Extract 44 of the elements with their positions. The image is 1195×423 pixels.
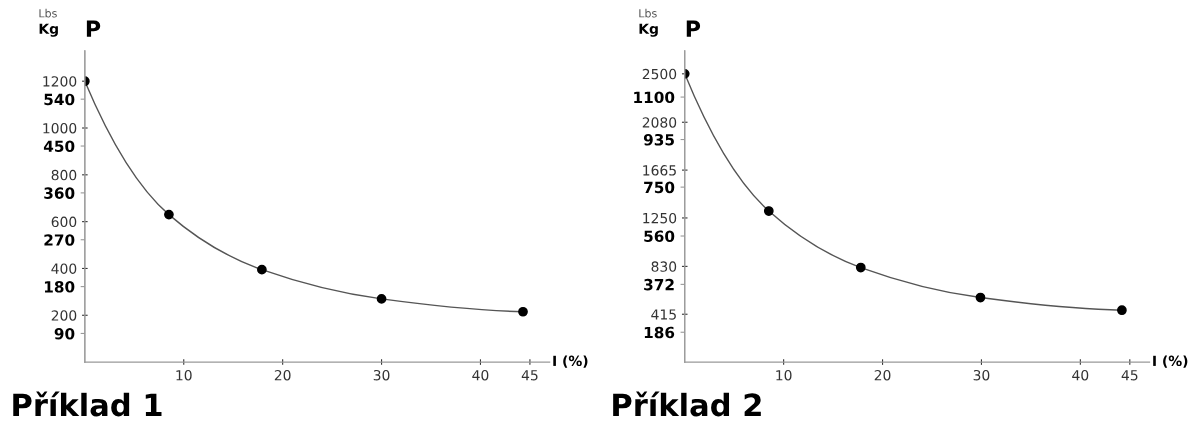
y2-tick-label: 186: [644, 326, 675, 339]
x-tick-label: 20: [274, 369, 291, 381]
y-tick-label: 1200: [43, 76, 77, 87]
y2-tick-label: 450: [43, 140, 75, 153]
y2-tick-label: 1100: [634, 91, 675, 104]
text: Lbs: [639, 8, 657, 18]
y-tick-label: 200: [51, 310, 77, 321]
y-tick-label: 1000: [43, 122, 77, 134]
text: P: [686, 20, 701, 37]
x-tick-label: 10: [176, 369, 192, 381]
x-tick-label: 40: [1072, 369, 1089, 381]
y2-tick-label: 180: [44, 281, 75, 293]
x-tick-label: 45: [521, 370, 538, 381]
y-tick-label: 600: [51, 216, 77, 228]
x-tick-label: 20: [874, 369, 891, 381]
x-axis-title: I (%): [553, 355, 588, 368]
y2-tick-label: 360: [44, 187, 75, 199]
text: Kg: [639, 23, 658, 37]
y2-tick-label: 372: [644, 278, 674, 291]
x-tick-label: 30: [373, 369, 390, 381]
x-axis-title: I (%): [1153, 355, 1188, 368]
y-tick-label: 2080: [642, 117, 677, 128]
y-tick-label: 1665: [643, 165, 676, 176]
y-tick-label: 400: [51, 263, 77, 274]
y-tick-label: 415: [651, 309, 676, 320]
y2-tick-label: 750: [644, 181, 675, 194]
text: Kg: [39, 23, 58, 37]
x-tick-label: 45: [1121, 370, 1138, 381]
text: P: [86, 20, 101, 37]
x-tick-label: 30: [973, 369, 990, 381]
text: Lbs: [39, 8, 57, 18]
y2-tick-label: 540: [44, 93, 75, 106]
x-tick-label: 40: [472, 369, 489, 381]
y2-tick-label: 935: [643, 133, 674, 146]
y-tick-label: 2500: [642, 68, 677, 80]
y2-tick-label: 560: [644, 230, 675, 243]
y-tick-label: 1250: [643, 212, 677, 224]
y-tick-label: 800: [51, 169, 77, 181]
y-tick-label: 830: [651, 261, 677, 272]
y2-tick-label: 90: [54, 327, 75, 340]
y2-tick-label: 270: [44, 234, 75, 246]
x-tick-label: 10: [776, 369, 792, 381]
text: Příklad 1: [13, 391, 162, 417]
text: Příklad 2: [613, 391, 761, 417]
